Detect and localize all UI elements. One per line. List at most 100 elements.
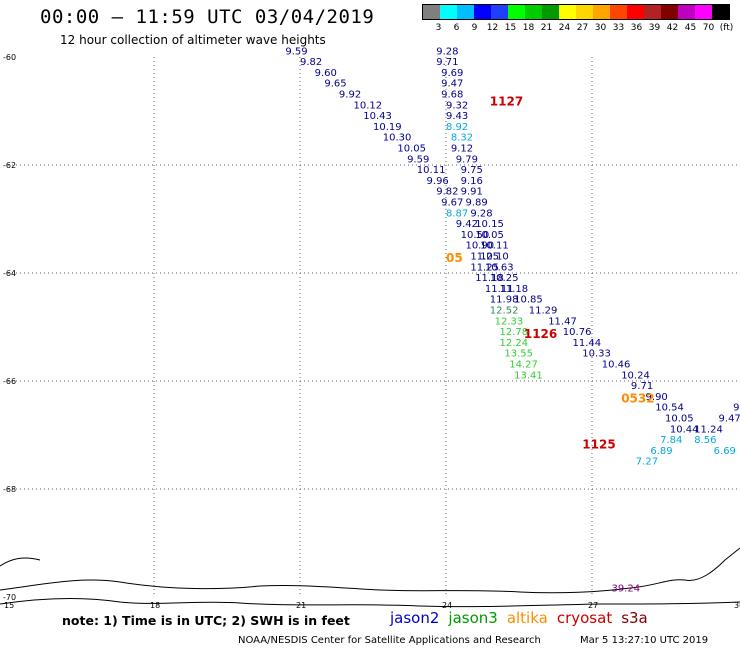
legend-label: 15: [504, 23, 517, 33]
wave-height-label: 9.79: [456, 154, 478, 165]
legend-label: 33: [612, 23, 625, 33]
legend-swatch: [712, 5, 729, 19]
legend-swatch: [542, 5, 559, 19]
wave-height-label: 9.91: [461, 187, 483, 198]
wave-height-label: 9.71: [436, 57, 458, 68]
wave-height-label: 10.33: [582, 349, 611, 360]
legend-swatch: [525, 5, 542, 19]
wave-height-label: 9.82: [300, 57, 322, 68]
wave-height-label: 10.54: [655, 403, 684, 414]
legend-swatch: [508, 5, 525, 19]
wave-height-label: 10.30: [383, 133, 412, 144]
footer-note: note: 1) Time is in UTC; 2) SWH is in fe…: [62, 613, 350, 628]
wave-height-label: 10.50: [461, 230, 490, 241]
wave-height-label: 11.98: [490, 295, 519, 306]
wave-height-label: 9.81: [733, 403, 740, 414]
legend-swatch: [610, 5, 627, 19]
wave-height-label: 11.18: [500, 284, 529, 295]
longitude-tick-label: 15: [4, 601, 14, 610]
legend-swatch: [627, 5, 644, 19]
latitude-tick-label: -62: [3, 161, 16, 170]
wave-height-label: 9.75: [461, 165, 483, 176]
map-grid: [8, 57, 738, 597]
legend-label: 18: [522, 23, 535, 33]
wave-height-label: 9.28: [470, 208, 492, 219]
wave-height-label: 11.44: [573, 338, 602, 349]
wave-height-label: 10.11: [480, 241, 509, 252]
wave-height-label: 9.89: [465, 198, 487, 209]
satellite-jason3: jason3: [448, 609, 498, 627]
legend-swatch: [440, 5, 457, 19]
legend-label: 9: [471, 23, 478, 33]
legend-swatch: [593, 5, 610, 19]
wave-height-label: 12.52: [490, 306, 519, 317]
wave-height-label: 10.44: [670, 424, 699, 435]
wave-height-label: 11.11: [485, 284, 514, 295]
wave-height-label: 9.69: [441, 68, 463, 79]
latitude-tick-label: -66: [3, 377, 16, 386]
wave-height-label: 10.63: [485, 262, 514, 273]
satellite-altika: altika: [506, 609, 548, 627]
longitude-tick-label: 24: [442, 601, 452, 610]
axis-tick-labels: 15 18 21 24 27 30 -60 -62 -64 -66 -68 -70: [3, 53, 740, 610]
wave-height-label: 7.84: [660, 435, 682, 446]
legend-label: 70: [702, 23, 715, 33]
wave-height-label: 10.85: [514, 295, 543, 306]
coastline: [0, 547, 740, 608]
wave-height-label: 11.24: [694, 424, 723, 435]
coastline-ice-shelf: [0, 597, 740, 608]
wave-height-label: 10.19: [373, 122, 402, 133]
wave-height-label: 11.47: [548, 316, 577, 327]
legend-swatch: [678, 5, 695, 19]
wave-height-label: 9.60: [315, 68, 337, 79]
wave-height-label: 10.05: [397, 144, 426, 155]
satellite-jason2: jason2: [390, 609, 440, 627]
wave-height-label: 8.32: [451, 133, 473, 144]
pass-time-label: 1126: [524, 327, 557, 341]
wave-height-label: 9.42: [456, 219, 478, 230]
wave-height-label: 11.29: [529, 306, 558, 317]
longitude-tick-label: 27: [588, 601, 598, 610]
longitude-tick-label: 21: [296, 601, 306, 610]
wave-height-label: 9.59: [285, 46, 307, 57]
latitude-tick-label: -60: [3, 53, 16, 62]
satellite-cryosat: cryosat: [556, 609, 613, 627]
wave-height-label: 9.65: [324, 79, 346, 90]
wave-height-label: 12.33: [495, 316, 524, 327]
longitude-tick-label: 30: [734, 601, 740, 610]
legend-label: 45: [684, 23, 697, 33]
legend-swatch: [457, 5, 474, 19]
wave-height-label: 9.47: [441, 79, 463, 90]
wave-height-label: 14.27: [509, 360, 538, 371]
wave-height-label: 7.27: [636, 457, 658, 468]
credit-line: NOAA/NESDIS Center for Satellite Applica…: [238, 635, 541, 646]
wave-height-label: 10.12: [354, 100, 383, 111]
wave-height-label: 9.47: [719, 414, 740, 425]
wave-height-label: 9.12: [451, 144, 473, 155]
latitude-tick-label: -70: [3, 593, 16, 602]
pass-time-label: 1127: [490, 95, 523, 109]
wave-height-label: 13.55: [504, 349, 533, 360]
wave-height-label: 9.32: [446, 100, 468, 111]
wave-height-label: 10.46: [602, 360, 631, 371]
legend-swatch: [576, 5, 593, 19]
wave-height-label: 10.05: [665, 414, 694, 425]
pass-time-label: 05: [446, 251, 463, 265]
satellite-s3a: s3a: [621, 609, 648, 627]
wave-height-label: 8.56: [694, 435, 716, 446]
pass-time-label: 1125: [582, 438, 615, 452]
legend-label: 12: [486, 23, 499, 33]
wave-height-label: 9.96: [427, 176, 449, 187]
generation-timestamp: Mar 5 13:27:10 UTC 2019: [580, 635, 709, 646]
coastline-main: [0, 547, 740, 594]
satellite-legend: jason2 jason3 altika cryosat s3a: [390, 609, 657, 627]
legend-swatches: [422, 4, 730, 20]
legend-swatch: [423, 5, 440, 19]
legend-swatch: [559, 5, 576, 19]
wave-height-label: 39.24: [611, 584, 640, 595]
wave-height-label: 9.68: [441, 90, 463, 101]
wave-height-label: 10.76: [563, 327, 592, 338]
legend-label: 27: [576, 23, 589, 33]
wave-height-label: 12.24: [500, 338, 529, 349]
wave-height-label: 12.78: [500, 327, 529, 338]
